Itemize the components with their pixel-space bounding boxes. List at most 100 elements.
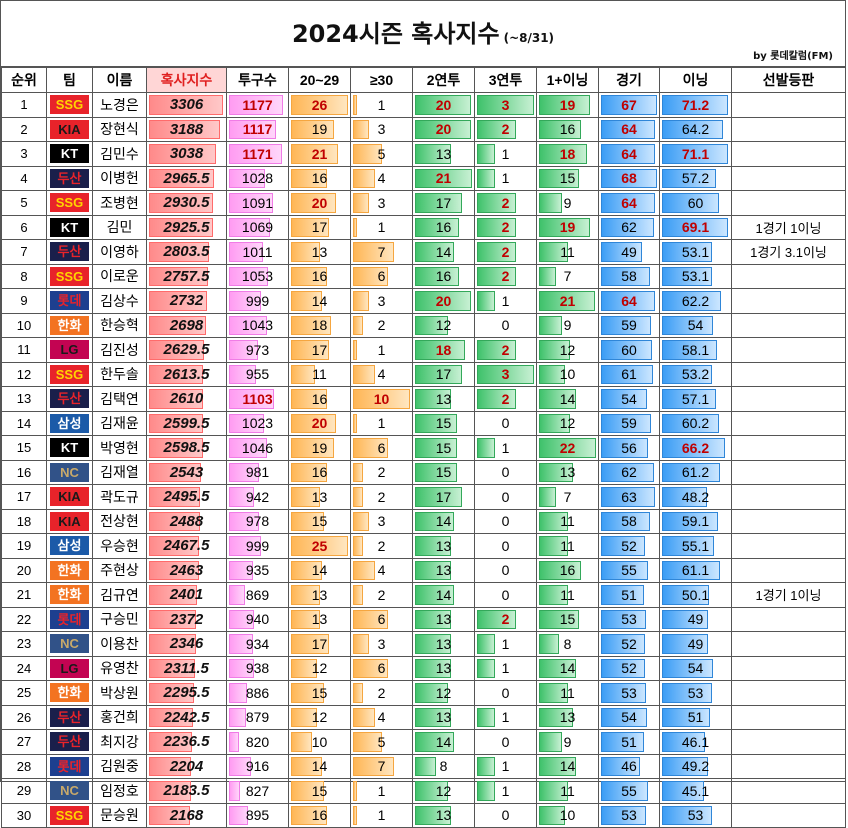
- player-name: 전상현: [92, 508, 147, 534]
- p20-cell: 16: [288, 802, 351, 828]
- starter-note: [731, 508, 846, 534]
- innings-bar: [662, 462, 721, 482]
- d3-value: 0: [501, 562, 510, 579]
- p20-value: 11: [312, 366, 327, 383]
- inn1-cell: 11: [536, 778, 599, 804]
- index-bar: [149, 144, 216, 164]
- index-value: 2295.5: [163, 684, 210, 702]
- pitches-bar: [229, 683, 248, 703]
- p30-cell: 3: [350, 190, 413, 216]
- d2-cell: 13: [412, 141, 475, 167]
- innings-bar: [662, 732, 706, 752]
- inn1-bar: [539, 413, 571, 433]
- games-value: 61: [621, 366, 637, 383]
- pitches-value: 1171: [242, 145, 273, 162]
- pitches-cell: 886: [226, 680, 289, 706]
- index-cell: 3038: [146, 141, 227, 167]
- games-value: 55: [621, 562, 637, 579]
- p20-cell: 19: [288, 435, 351, 461]
- d2-value: 13: [435, 611, 452, 628]
- p20-cell: 15: [288, 508, 351, 534]
- d2-bar: [415, 119, 472, 139]
- pitches-bar: [229, 462, 260, 482]
- games-bar: [601, 511, 651, 531]
- index-bar: [149, 193, 213, 213]
- d3-value: 3: [501, 96, 510, 113]
- p20-value: 13: [311, 586, 328, 603]
- p30-bar: [353, 707, 376, 727]
- p30-bar: [353, 732, 382, 752]
- index-value: 2401: [169, 586, 204, 604]
- team-badge: SSG: [50, 193, 89, 213]
- inn1-value: 9: [563, 733, 572, 750]
- p20-bar: [291, 144, 339, 164]
- starter-note: [731, 92, 846, 118]
- p30-value: 7: [377, 243, 386, 260]
- games-cell: 53: [598, 802, 660, 828]
- team-cell: SSG: [46, 190, 93, 216]
- p30-cell: 3: [350, 288, 413, 314]
- index-cell: 2168: [146, 802, 227, 828]
- p30-value: 5: [377, 145, 386, 162]
- d3-cell: 0: [474, 508, 537, 534]
- team-badge: LG: [50, 658, 89, 678]
- innings-bar: [662, 95, 729, 115]
- team-badge: KIA: [50, 487, 89, 507]
- team-badge: NC: [50, 781, 89, 801]
- team-cell: KIA: [46, 116, 93, 142]
- index-value: 2242.5: [163, 708, 210, 726]
- inn1-value: 14: [559, 390, 576, 407]
- games-bar: [601, 756, 640, 776]
- rank-cell: 8: [1, 263, 47, 289]
- index-cell: 2732: [146, 288, 227, 314]
- inn1-cell: 11: [536, 508, 599, 534]
- pitches-cell: 935: [226, 557, 289, 583]
- innings-value: 50.1: [681, 586, 710, 603]
- d3-value: 2: [501, 121, 510, 138]
- d2-value: 13: [435, 390, 452, 407]
- games-bar: [601, 413, 652, 433]
- index-value: 2925.5: [163, 218, 210, 236]
- innings-value: 69.1: [681, 219, 710, 236]
- index-bar: [149, 585, 198, 605]
- starter-note: [731, 312, 846, 338]
- team-cell: SSG: [46, 92, 93, 118]
- index-value: 2372: [169, 610, 204, 628]
- index-cell: 2236.5: [146, 729, 227, 755]
- pitches-cell: 1011: [226, 239, 289, 265]
- p30-bar: [353, 536, 364, 556]
- col-header: 20~29: [288, 67, 351, 93]
- games-cell: 62: [598, 459, 660, 485]
- pitches-value: 886: [245, 684, 270, 701]
- team-cell: NC: [46, 459, 93, 485]
- d2-cell: 17: [412, 190, 475, 216]
- d2-cell: 16: [412, 263, 475, 289]
- pitches-cell: 999: [226, 288, 289, 314]
- table-row: 20 한화 주현상 2463 935 14 4 13 0 16 55 61.1: [1, 557, 846, 583]
- inn1-cell: 9: [536, 729, 599, 755]
- p30-bar: [353, 683, 364, 703]
- inn1-value: 19: [559, 219, 576, 236]
- index-bar: [149, 536, 200, 556]
- pitches-value: 942: [245, 488, 270, 505]
- p30-bar: [353, 242, 394, 262]
- d2-value: 12: [435, 317, 452, 334]
- p20-cell: 14: [288, 557, 351, 583]
- starter-note: [731, 631, 846, 657]
- innings-value: 53.2: [681, 366, 710, 383]
- pitches-value: 999: [245, 537, 270, 554]
- table-row: 7 두산 이영하 2803.5 1011 13 7 14 2 11 49 53.1 1경기 3.1이닝: [1, 239, 846, 265]
- d3-bar: [477, 119, 516, 139]
- d2-bar: [415, 266, 460, 286]
- p30-cell: 1: [350, 802, 413, 828]
- index-cell: 2183.5: [146, 778, 227, 804]
- team-cell: 삼성: [46, 410, 93, 436]
- innings-cell: 50.1: [659, 582, 732, 608]
- player-name: 한승혁: [92, 312, 147, 338]
- innings-bar: [662, 266, 713, 286]
- innings-cell: 71.2: [659, 92, 732, 118]
- inn1-value: 11: [560, 684, 575, 701]
- p20-value: 16: [311, 268, 328, 285]
- pitches-bar: [229, 756, 252, 776]
- p30-value: 2: [377, 586, 386, 603]
